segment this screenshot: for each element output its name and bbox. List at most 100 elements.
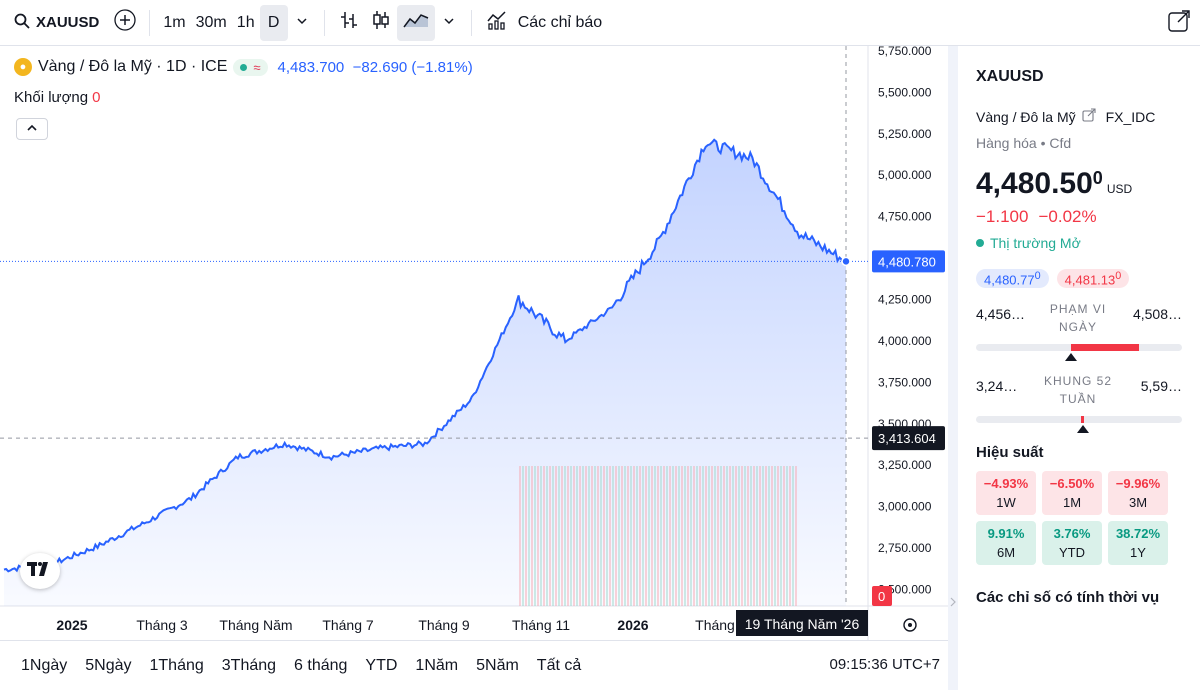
- day-range-marker-icon: [1065, 353, 1077, 362]
- year-range-low: 3,24…: [976, 378, 1018, 395]
- volume-value: 0: [92, 89, 101, 106]
- crosshair-date-label: 19 Tháng Năm '26: [745, 616, 860, 632]
- performance-value: −6.50%: [1049, 476, 1095, 492]
- price-superscript: 0: [1092, 168, 1103, 188]
- performance-period: 1W: [996, 495, 1016, 511]
- bars-chart-type-button[interactable]: [333, 5, 365, 41]
- bid-superscript: 0: [1034, 270, 1041, 282]
- time-axis-tick: Tháng 3: [136, 617, 188, 633]
- crosshair-price-label-bg: [872, 426, 945, 451]
- chevron-down-icon: [443, 14, 455, 32]
- panel-change: −1.100 −0.02%: [976, 207, 1182, 227]
- chart-type-dropdown-button[interactable]: [435, 5, 463, 41]
- legend-title: Vàng / Đô la Mỹ · 1D · ICE: [38, 58, 228, 75]
- search-icon: [14, 13, 30, 33]
- year-range-label: KHUNG 52 TUẦN: [1034, 372, 1122, 408]
- interval-1m-button[interactable]: 1m: [163, 13, 186, 31]
- indicators-label: Các chỉ báo: [517, 13, 603, 31]
- panel-price: 4,480. 50 0 USD: [976, 167, 1182, 201]
- performance-value: 9.91%: [987, 526, 1025, 542]
- external-link-icon[interactable]: [1082, 108, 1096, 125]
- bid-badge: 4,480.770: [976, 269, 1049, 289]
- price-axis-tick: 5,750.000: [878, 46, 932, 58]
- time-axis-tick: Tháng 11: [512, 617, 570, 633]
- interval-d-button[interactable]: D: [259, 4, 288, 41]
- tradingview-logo[interactable]: [20, 553, 60, 589]
- range-3-month-button[interactable]: 3Tháng: [221, 656, 277, 674]
- panel-divider[interactable]: [948, 46, 958, 690]
- performance-6m[interactable]: 9.91% 6M: [976, 521, 1036, 566]
- interval-dropdown-button[interactable]: [288, 5, 316, 41]
- change-percent: −0.02%: [1038, 207, 1097, 226]
- area-chart-icon: [402, 9, 430, 36]
- panel-description-text[interactable]: Vàng / Đô la Mỹ: [976, 108, 1076, 125]
- performance-1y[interactable]: 38.72% 1Y: [1108, 521, 1168, 566]
- toolbar-divider: [323, 9, 325, 36]
- legend-change: −82.690 (−1.81%): [352, 58, 473, 76]
- timezone-clock[interactable]: 09:15:36 UTC+7: [829, 656, 941, 673]
- day-range-track: [976, 344, 1182, 352]
- range-1-month-button[interactable]: 1Tháng: [149, 656, 204, 674]
- day-range-fill: [1071, 344, 1139, 352]
- performance-grid: −4.93% 1W −6.50% 1M −9.96% 3M 9.91% 6M 3.76%…: [976, 471, 1182, 566]
- range-5-year-button[interactable]: 5Năm: [476, 656, 519, 674]
- year-range-label-1: KHUNG 52: [1043, 374, 1113, 389]
- legend-values: 4,483.700 −82.690 (−1.81%): [278, 59, 473, 76]
- chart-pane[interactable]: 5,750.000 5,500.000 5,250.000 5,000.000 4,75…: [0, 46, 948, 640]
- compare-symbol-button[interactable]: [109, 5, 141, 41]
- performance-1w[interactable]: −4.93% 1W: [976, 471, 1036, 516]
- day-range-label-2: NGÀY: [1058, 320, 1097, 335]
- chart-legend: ● Vàng / Đô la Mỹ · 1D · ICE ≈ 4,483.700…: [14, 58, 473, 76]
- time-axis-tick: Tháng 9: [418, 617, 470, 633]
- time-axis-tick: Tháng Năm: [219, 617, 292, 633]
- interval-1h-button[interactable]: 1h: [236, 13, 255, 31]
- range-ytd-button[interactable]: YTD: [365, 656, 398, 674]
- market-open-dot-icon: [976, 239, 984, 247]
- performance-1m[interactable]: −6.50% 1M: [1042, 471, 1102, 516]
- performance-period: 1Y: [1130, 545, 1146, 561]
- year-range-marker-icon: [1077, 425, 1089, 434]
- price-decimals: 50: [1059, 167, 1093, 200]
- price-main: 4,480.: [976, 167, 1060, 200]
- time-axis-tick: Tháng 7: [322, 617, 374, 633]
- bid-value: 4,480.77: [984, 272, 1035, 288]
- chevron-right-icon: [950, 594, 956, 612]
- seasonals-title[interactable]: Các chỉ số có tính thời vụ: [976, 589, 1160, 607]
- symbol-search[interactable]: XAUUSD: [0, 0, 109, 46]
- date-range-bar: 1Ngày 5Ngày 1Tháng 3Tháng 6 tháng YTD 1N…: [0, 640, 948, 690]
- last-price-label: 4,480.780: [878, 254, 936, 269]
- panel-source: FX_IDC: [1105, 108, 1156, 125]
- panel-symbol[interactable]: XAUUSD: [976, 68, 1044, 85]
- panel-description: Vàng / Đô la Mỹ FX_IDC: [976, 108, 1182, 125]
- range-all-button[interactable]: Tất cả: [536, 656, 582, 674]
- year-range-fill: [1081, 416, 1084, 424]
- indicators-button[interactable]: Các chỉ báo: [480, 9, 609, 36]
- range-5-day-button[interactable]: 5Ngày: [85, 656, 132, 674]
- performance-3m[interactable]: −9.96% 3M: [1108, 471, 1168, 516]
- range-1-year-button[interactable]: 1Năm: [415, 656, 459, 674]
- day-range-label-1: PHẠM VI: [1049, 302, 1107, 317]
- crosshair-date-label-bg: [736, 610, 868, 636]
- last-price-dot: [841, 256, 851, 267]
- price-chart[interactable]: 5,750.000 5,500.000 5,250.000 5,000.000 4,75…: [0, 46, 948, 640]
- performance-value: 3.76%: [1053, 526, 1091, 542]
- last-price-label-bg: [872, 250, 945, 273]
- interval-30m-button[interactable]: 30m: [195, 13, 227, 31]
- area-chart-type-button[interactable]: [396, 4, 435, 41]
- performance-ytd[interactable]: 3.76% YTD: [1042, 521, 1102, 566]
- range-6-month-button[interactable]: 6 tháng: [294, 656, 348, 674]
- year-range-track: [976, 416, 1182, 424]
- market-status-pill[interactable]: ≈: [233, 58, 268, 76]
- change-absolute: −1.100: [976, 207, 1029, 226]
- performance-value: −4.93%: [983, 476, 1029, 492]
- performance-value: −9.96%: [1115, 476, 1161, 492]
- toolbar-divider: [470, 9, 472, 36]
- market-status[interactable]: Thị trường Mở: [976, 235, 1182, 251]
- collapse-legend-button[interactable]: [16, 118, 48, 140]
- range-1-day-button[interactable]: 1Ngày: [21, 656, 68, 674]
- candles-chart-type-button[interactable]: [365, 5, 397, 41]
- performance-title: Hiệu suất: [976, 444, 1044, 462]
- open-in-new-window-button[interactable]: [1166, 8, 1192, 39]
- day-range-low: 4,456…: [976, 306, 1026, 323]
- price-axis-tick: 3,250.000: [878, 458, 932, 472]
